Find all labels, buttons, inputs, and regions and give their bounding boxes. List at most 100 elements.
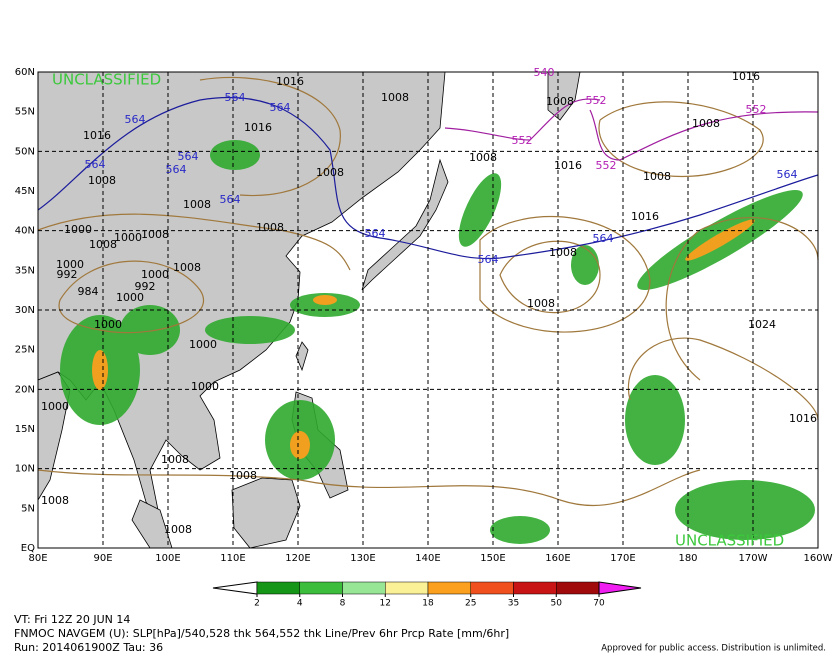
contour-label: 1000 <box>41 400 69 413</box>
contour-label: 992 <box>57 268 78 281</box>
contour-label: 1008 <box>161 453 189 466</box>
thickness-contours <box>37 96 819 260</box>
distribution-notice: Approved for public access. Distribution… <box>601 644 826 654</box>
contour-label: 564 <box>125 113 146 126</box>
product-description: FNMOC NAVGEM (U): SLP[hPa]/540,528 thk 5… <box>14 627 509 640</box>
lat-label: EQ <box>21 543 35 554</box>
colorbar-label: 18 <box>422 599 434 609</box>
lon-label: 80E <box>28 553 47 564</box>
contour-label: 1016 <box>554 159 582 172</box>
lon-label: 90E <box>93 553 112 564</box>
lat-label: 50N <box>15 146 35 157</box>
classification-bottom: UNCLASSIFIED <box>675 532 784 550</box>
contour-label: 1008 <box>89 238 117 251</box>
contour-label: 1000 <box>116 291 144 304</box>
contour-label: 984 <box>78 285 99 298</box>
contour-label: 1008 <box>316 166 344 179</box>
contour-label: 564 <box>85 158 106 171</box>
colorbar-label: 2 <box>254 599 260 609</box>
contour-label: 1008 <box>229 469 257 482</box>
contour-label: 564 <box>365 227 386 240</box>
colorbar-label: 25 <box>465 599 476 609</box>
lat-label: 5N <box>21 503 35 514</box>
lon-label: 160W <box>804 553 833 564</box>
colorbar-segment <box>385 581 429 595</box>
colorbar-segment <box>256 581 300 595</box>
colorbar-under <box>212 581 258 595</box>
lat-label: 55N <box>15 107 35 118</box>
contour <box>58 260 204 334</box>
contour-label: 1008 <box>88 174 116 187</box>
colorbar-label: 35 <box>508 599 519 609</box>
precip-heavy <box>92 219 755 459</box>
lon-label: 130E <box>350 553 375 564</box>
lon-label: 140E <box>415 553 440 564</box>
contour-label: 1008 <box>643 170 671 183</box>
precip-blob <box>210 140 260 170</box>
contour-label: 1000 <box>191 380 219 393</box>
contour-label: 1016 <box>244 121 272 134</box>
lon-label: 100E <box>155 553 180 564</box>
contour-label: 1008 <box>164 523 192 536</box>
contour-label: 552 <box>746 103 767 116</box>
lat-label: 40N <box>15 226 35 237</box>
map-frame <box>37 71 819 549</box>
precip-core <box>92 350 108 390</box>
colorbar-label: 8 <box>340 599 346 609</box>
contour <box>479 216 651 333</box>
contour <box>598 101 764 178</box>
precip-blob <box>625 375 685 465</box>
lat-label: 60N <box>15 67 35 78</box>
valid-time: VT: Fri 12Z 20 JUN 14 <box>14 613 130 626</box>
contour-label: 564 <box>270 101 291 114</box>
contour <box>627 337 819 421</box>
contour-label: 1000 <box>189 338 217 351</box>
contour-label: 1008 <box>381 91 409 104</box>
colorbar-segment <box>299 581 343 595</box>
contour-label: 1000 <box>114 231 142 244</box>
precip-blob <box>675 480 815 540</box>
colorbar-label: 70 <box>593 599 605 609</box>
contour <box>199 76 341 197</box>
colorbar-segment <box>556 581 600 595</box>
contour-label: 1000 <box>94 318 122 331</box>
contour-label: 564 <box>478 253 499 266</box>
run-info: Run: 2014061900Z Tau: 36 <box>14 641 163 654</box>
lat-label: 25N <box>15 345 35 356</box>
precip-blob <box>571 245 599 285</box>
contour-label: 1008 <box>41 494 69 507</box>
taiwan <box>295 341 309 372</box>
lat-label: 35N <box>15 265 35 276</box>
lon-label: 170W <box>739 553 768 564</box>
colorbar-over <box>598 581 642 595</box>
colorbar-label: 50 <box>551 599 563 609</box>
classification-top: UNCLASSIFIED <box>52 71 161 89</box>
contour-label: 540 <box>534 66 555 79</box>
contour-label: 1008 <box>469 151 497 164</box>
contour <box>665 217 819 381</box>
lon-label: 120E <box>285 553 310 564</box>
precip-blob <box>458 173 502 247</box>
lon-label: 170E <box>610 553 635 564</box>
contour-label: 1008 <box>692 117 720 130</box>
contour-label: 1008 <box>141 228 169 241</box>
contour-label: 564 <box>178 150 199 163</box>
precip-blob <box>490 516 550 544</box>
contour-label: 1000 <box>141 268 169 281</box>
lat-label: 15N <box>15 424 35 435</box>
precip-core <box>313 295 337 305</box>
graticule <box>38 72 818 548</box>
contour-label: 1008 <box>256 221 284 234</box>
contour-label: 1008 <box>546 95 574 108</box>
colorbar-label: 12 <box>380 599 391 609</box>
contour-label: 1016 <box>732 70 760 83</box>
contour-label: 1016 <box>631 210 659 223</box>
colorbar-label: 4 <box>297 599 303 609</box>
colorbar-segment <box>427 581 471 595</box>
contour-label: 1016 <box>276 75 304 88</box>
contour-label: 564 <box>777 168 798 181</box>
contour-label: 1008 <box>549 246 577 259</box>
lon-label: 110E <box>220 553 245 564</box>
contour <box>37 213 351 271</box>
